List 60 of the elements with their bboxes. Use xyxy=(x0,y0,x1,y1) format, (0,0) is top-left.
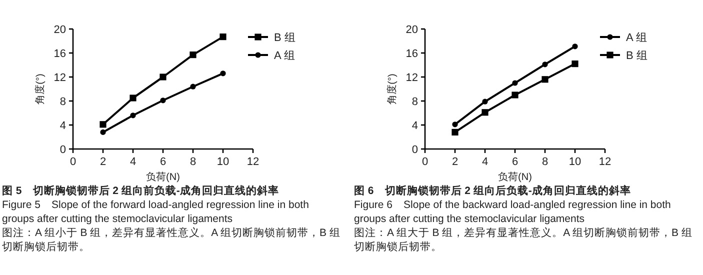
point xyxy=(512,80,518,86)
point xyxy=(190,52,196,58)
x-tick-label: 10 xyxy=(568,156,582,168)
x-tick-label: 10 xyxy=(216,156,230,168)
y-tick-label: 20 xyxy=(54,24,66,36)
y-tick-label: 20 xyxy=(406,24,418,36)
x-tick-label: 6 xyxy=(512,156,518,168)
x-tick-label: 0 xyxy=(70,156,76,168)
x-tick-label: 12 xyxy=(246,156,260,168)
point xyxy=(190,84,196,90)
y-tick-label: 4 xyxy=(60,120,66,132)
y-axis-title: 角度(°) xyxy=(34,74,46,104)
x-tick-label: 12 xyxy=(598,156,612,168)
point xyxy=(130,94,136,102)
y-tick-label: 0 xyxy=(60,144,66,156)
y-tick-label: 8 xyxy=(60,96,66,108)
y-tick-label: 8 xyxy=(412,96,418,108)
x-tick-label: 6 xyxy=(160,156,166,168)
point xyxy=(160,98,166,104)
legend-label: A 组 xyxy=(274,50,295,62)
text: 图 6 切断胸锁韧带后 2 组向后负载-成角回归直线的斜率 xyxy=(354,184,632,198)
text: Figure 5 Slope of the forward load-angled regression line in both groups after cutting the stemoclavicular ligaments xyxy=(2,198,310,226)
point xyxy=(512,92,518,98)
point xyxy=(542,62,548,68)
legend-label: A 组 xyxy=(626,32,647,44)
point xyxy=(220,34,226,40)
text: 图 5 切断胸锁韧带后 2 组向前负载-成角回归直线的斜率 xyxy=(2,184,280,198)
x-tick-label: 8 xyxy=(542,156,548,168)
y-tick-label: 0 xyxy=(412,144,418,156)
point xyxy=(452,128,458,136)
text: 图注：A 组小于 B 组，差异有显著性意义。A 组切断胸锁前韧带，B 组切断胸锁后韧带。 xyxy=(2,226,342,254)
legend-label: B 组 xyxy=(274,32,296,44)
point xyxy=(572,44,578,50)
x-tick-label: 4 xyxy=(482,156,488,168)
point xyxy=(220,70,226,76)
y-tick-label: 12 xyxy=(54,72,66,84)
x-axis-title: 负荷(N) xyxy=(498,171,532,183)
x-tick-label: 0 xyxy=(422,156,428,168)
point xyxy=(572,60,578,68)
y-tick-label: 4 xyxy=(412,120,418,132)
y-tick-label: 16 xyxy=(406,48,418,60)
point xyxy=(482,98,488,104)
x-tick-label: 4 xyxy=(130,156,136,168)
x-axis-title: 负荷(N) xyxy=(146,171,180,183)
y-tick-label: 16 xyxy=(54,48,66,60)
x-tick-label: 2 xyxy=(100,156,106,168)
point xyxy=(100,121,106,128)
text: Figure 6 Slope of the backward load-angled regression line in both groups after cutting the stemoclavicular ligaments xyxy=(354,198,672,226)
point xyxy=(542,76,548,83)
point xyxy=(160,74,166,80)
point xyxy=(482,109,488,116)
text: 图注：A 组大于 B 组，差异有显著性意义。A 组切断胸锁前韧带，B 组切断胸锁后韧带。 xyxy=(354,226,694,254)
y-tick-label: 12 xyxy=(406,72,418,84)
y-axis-title: 角度(°) xyxy=(386,74,398,104)
point xyxy=(452,122,458,128)
point xyxy=(100,129,106,136)
point xyxy=(130,112,136,118)
x-tick-label: 2 xyxy=(452,156,458,168)
x-tick-label: 8 xyxy=(190,156,196,168)
legend-label: B 组 xyxy=(626,50,648,62)
